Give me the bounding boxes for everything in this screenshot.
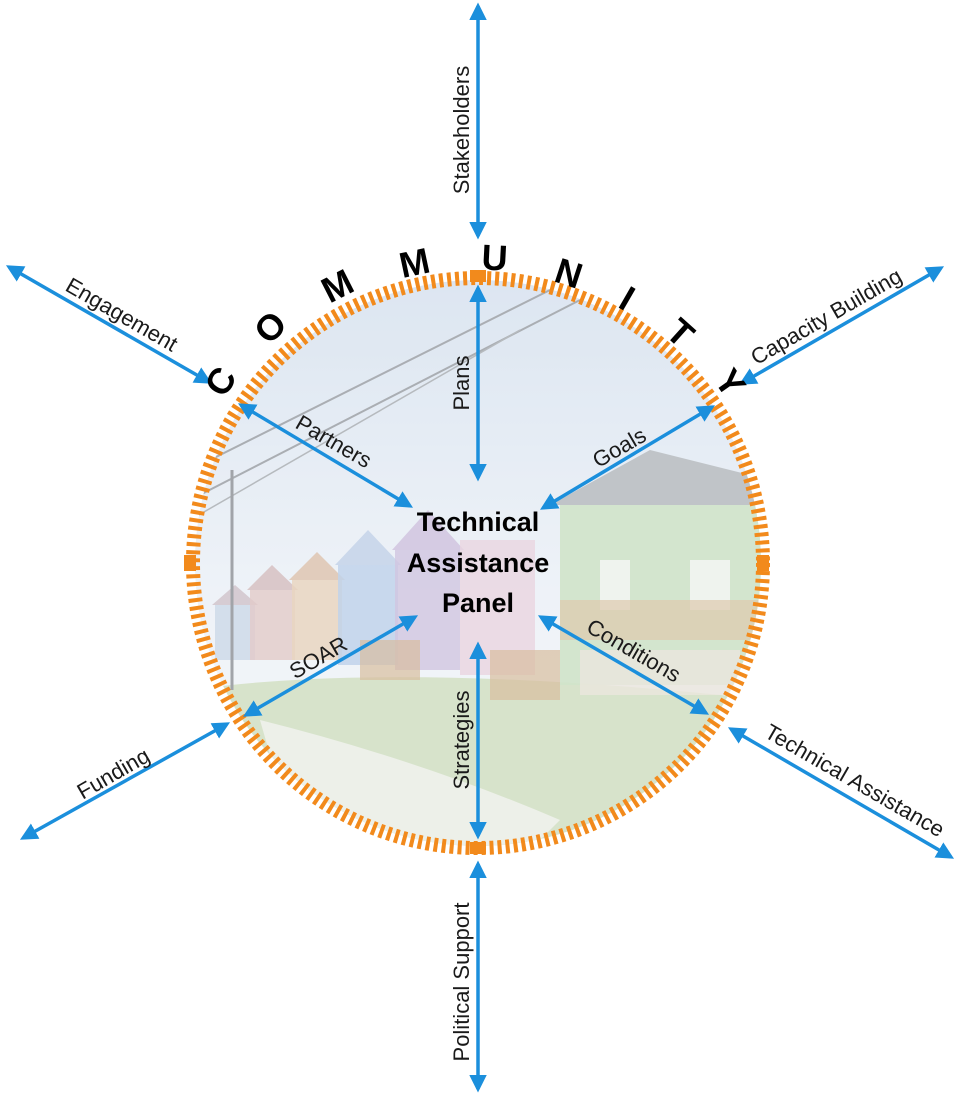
label-strategies: Strategies — [449, 690, 474, 789]
label-political-support: Political Support — [449, 903, 474, 1062]
arrow-funding — [19, 722, 231, 840]
outer-arrows — [5, 2, 955, 1093]
ring-letter-u: U — [481, 236, 509, 278]
ring-marker-right — [757, 555, 769, 571]
ring-letter-m1: M — [315, 261, 360, 311]
ring-marker-top — [470, 270, 486, 282]
ring-marker-bottom — [470, 842, 486, 854]
center-title-line-2: Assistance — [407, 548, 550, 578]
arrow-capacity-building — [738, 266, 945, 385]
center-title: Technical Assistance Panel — [407, 507, 550, 618]
center-title-line-1: Technical — [417, 507, 540, 537]
arrow-partners — [237, 403, 414, 508]
community-word: C O M M U N I T Y — [196, 236, 754, 404]
ring-letter-n: N — [550, 250, 587, 297]
label-stakeholders: Stakeholders — [449, 66, 474, 194]
arrow-technical-assistance — [727, 727, 955, 859]
ring-letter-i: I — [613, 278, 642, 319]
ring-letter-c: C — [196, 359, 245, 403]
label-engagement: Engagement — [61, 272, 182, 356]
arrow-goals — [539, 405, 716, 510]
label-technical-assistance: Technical Assistance — [761, 719, 949, 842]
arrow-conditions — [537, 615, 710, 715]
ring-letter-y: Y — [707, 361, 754, 404]
inner-arrows — [237, 284, 716, 840]
arrow-engagement — [5, 265, 213, 384]
label-plans: Plans — [449, 355, 474, 410]
arrow-soar — [242, 615, 419, 717]
label-capacity-building: Capacity Building — [746, 263, 906, 370]
center-title-line-3: Panel — [442, 588, 514, 618]
ring-marker-left — [184, 555, 196, 571]
ring-letter-m2: M — [395, 240, 433, 286]
